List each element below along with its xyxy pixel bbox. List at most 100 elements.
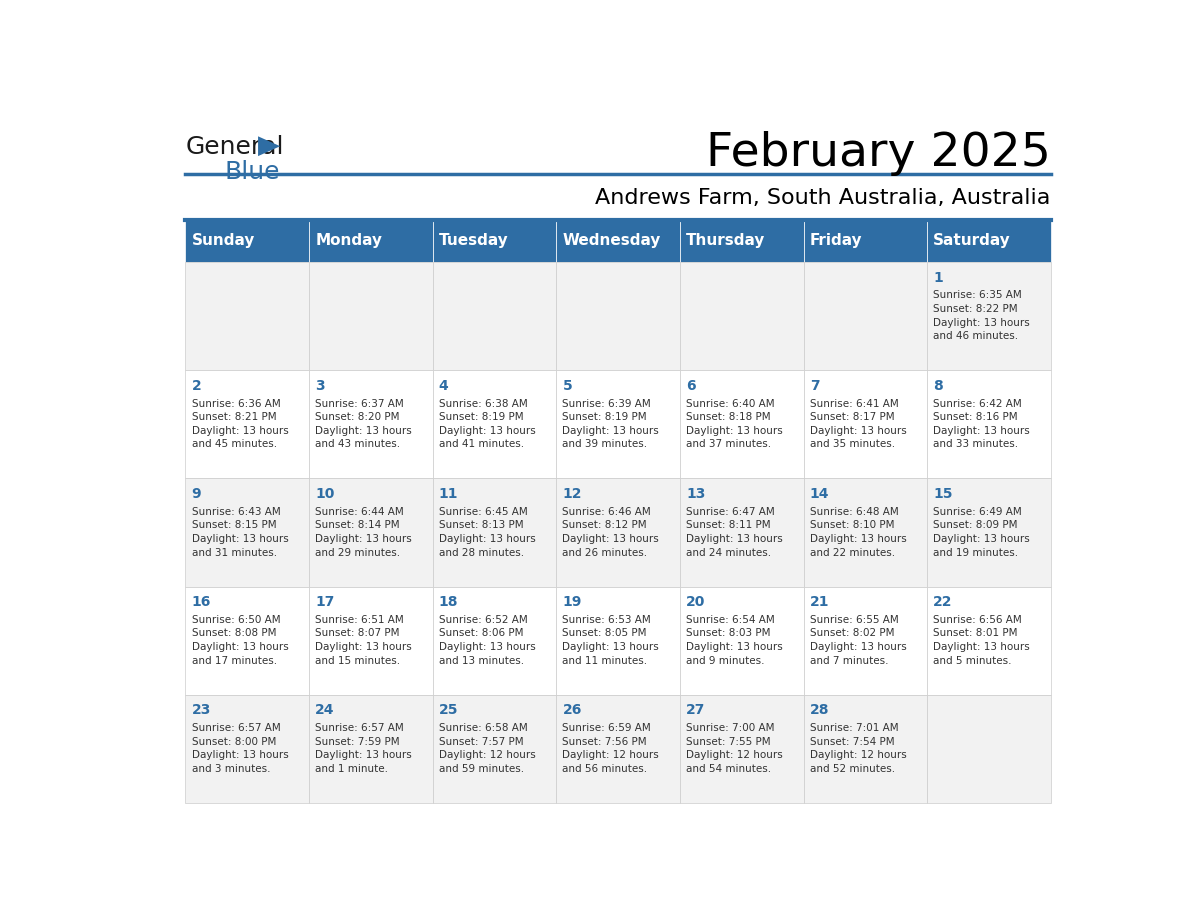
Text: Sunrise: 6:47 AM
Sunset: 8:11 PM
Daylight: 13 hours
and 24 minutes.: Sunrise: 6:47 AM Sunset: 8:11 PM Dayligh… bbox=[685, 507, 783, 557]
Text: Sunrise: 6:49 AM
Sunset: 8:09 PM
Daylight: 13 hours
and 19 minutes.: Sunrise: 6:49 AM Sunset: 8:09 PM Dayligh… bbox=[934, 507, 1030, 557]
Text: Sunrise: 6:44 AM
Sunset: 8:14 PM
Daylight: 13 hours
and 29 minutes.: Sunrise: 6:44 AM Sunset: 8:14 PM Dayligh… bbox=[315, 507, 412, 557]
FancyBboxPatch shape bbox=[680, 219, 803, 263]
Text: Sunrise: 6:35 AM
Sunset: 8:22 PM
Daylight: 13 hours
and 46 minutes.: Sunrise: 6:35 AM Sunset: 8:22 PM Dayligh… bbox=[934, 290, 1030, 341]
Text: 27: 27 bbox=[685, 703, 706, 717]
Text: Monday: Monday bbox=[315, 233, 383, 249]
Text: 2: 2 bbox=[191, 379, 201, 393]
FancyBboxPatch shape bbox=[556, 263, 680, 370]
FancyBboxPatch shape bbox=[680, 263, 803, 370]
Text: Thursday: Thursday bbox=[685, 233, 765, 249]
Text: 11: 11 bbox=[438, 487, 459, 501]
Text: 24: 24 bbox=[315, 703, 335, 717]
FancyBboxPatch shape bbox=[927, 263, 1051, 370]
Text: 9: 9 bbox=[191, 487, 201, 501]
Text: Sunrise: 6:59 AM
Sunset: 7:56 PM
Daylight: 12 hours
and 56 minutes.: Sunrise: 6:59 AM Sunset: 7:56 PM Dayligh… bbox=[562, 723, 659, 774]
Text: Sunrise: 6:54 AM
Sunset: 8:03 PM
Daylight: 13 hours
and 9 minutes.: Sunrise: 6:54 AM Sunset: 8:03 PM Dayligh… bbox=[685, 615, 783, 666]
FancyBboxPatch shape bbox=[432, 587, 556, 695]
FancyBboxPatch shape bbox=[185, 695, 309, 803]
FancyBboxPatch shape bbox=[927, 219, 1051, 263]
Text: Sunrise: 6:37 AM
Sunset: 8:20 PM
Daylight: 13 hours
and 43 minutes.: Sunrise: 6:37 AM Sunset: 8:20 PM Dayligh… bbox=[315, 398, 412, 449]
Polygon shape bbox=[258, 136, 280, 156]
FancyBboxPatch shape bbox=[185, 587, 309, 695]
Text: Sunrise: 6:57 AM
Sunset: 8:00 PM
Daylight: 13 hours
and 3 minutes.: Sunrise: 6:57 AM Sunset: 8:00 PM Dayligh… bbox=[191, 723, 289, 774]
Text: 23: 23 bbox=[191, 703, 211, 717]
FancyBboxPatch shape bbox=[556, 370, 680, 478]
Text: 8: 8 bbox=[934, 379, 943, 393]
Text: 15: 15 bbox=[934, 487, 953, 501]
FancyBboxPatch shape bbox=[680, 587, 803, 695]
FancyBboxPatch shape bbox=[680, 370, 803, 478]
FancyBboxPatch shape bbox=[556, 219, 680, 263]
FancyBboxPatch shape bbox=[185, 219, 309, 263]
Text: 21: 21 bbox=[810, 595, 829, 609]
Text: Sunrise: 6:38 AM
Sunset: 8:19 PM
Daylight: 13 hours
and 41 minutes.: Sunrise: 6:38 AM Sunset: 8:19 PM Dayligh… bbox=[438, 398, 536, 449]
Text: Blue: Blue bbox=[225, 160, 280, 184]
FancyBboxPatch shape bbox=[309, 219, 432, 263]
Text: Sunrise: 6:58 AM
Sunset: 7:57 PM
Daylight: 12 hours
and 59 minutes.: Sunrise: 6:58 AM Sunset: 7:57 PM Dayligh… bbox=[438, 723, 536, 774]
Text: 18: 18 bbox=[438, 595, 459, 609]
Text: 20: 20 bbox=[685, 595, 706, 609]
FancyBboxPatch shape bbox=[185, 370, 309, 478]
FancyBboxPatch shape bbox=[185, 478, 309, 587]
Text: 25: 25 bbox=[438, 703, 459, 717]
Text: 6: 6 bbox=[685, 379, 696, 393]
Text: 26: 26 bbox=[562, 703, 582, 717]
Text: 28: 28 bbox=[810, 703, 829, 717]
FancyBboxPatch shape bbox=[432, 478, 556, 587]
Text: Tuesday: Tuesday bbox=[438, 233, 508, 249]
Text: Sunrise: 6:43 AM
Sunset: 8:15 PM
Daylight: 13 hours
and 31 minutes.: Sunrise: 6:43 AM Sunset: 8:15 PM Dayligh… bbox=[191, 507, 289, 557]
FancyBboxPatch shape bbox=[803, 587, 927, 695]
FancyBboxPatch shape bbox=[803, 695, 927, 803]
Text: 1: 1 bbox=[934, 271, 943, 285]
Text: Friday: Friday bbox=[810, 233, 862, 249]
Text: Sunrise: 6:55 AM
Sunset: 8:02 PM
Daylight: 13 hours
and 7 minutes.: Sunrise: 6:55 AM Sunset: 8:02 PM Dayligh… bbox=[810, 615, 906, 666]
FancyBboxPatch shape bbox=[309, 263, 432, 370]
FancyBboxPatch shape bbox=[432, 219, 556, 263]
FancyBboxPatch shape bbox=[556, 587, 680, 695]
Text: Sunrise: 6:45 AM
Sunset: 8:13 PM
Daylight: 13 hours
and 28 minutes.: Sunrise: 6:45 AM Sunset: 8:13 PM Dayligh… bbox=[438, 507, 536, 557]
FancyBboxPatch shape bbox=[803, 370, 927, 478]
FancyBboxPatch shape bbox=[803, 263, 927, 370]
FancyBboxPatch shape bbox=[309, 695, 432, 803]
Text: Saturday: Saturday bbox=[934, 233, 1011, 249]
Text: 19: 19 bbox=[562, 595, 582, 609]
FancyBboxPatch shape bbox=[432, 370, 556, 478]
FancyBboxPatch shape bbox=[309, 587, 432, 695]
Text: Sunrise: 6:40 AM
Sunset: 8:18 PM
Daylight: 13 hours
and 37 minutes.: Sunrise: 6:40 AM Sunset: 8:18 PM Dayligh… bbox=[685, 398, 783, 449]
Text: General: General bbox=[185, 135, 284, 159]
Text: Sunrise: 7:01 AM
Sunset: 7:54 PM
Daylight: 12 hours
and 52 minutes.: Sunrise: 7:01 AM Sunset: 7:54 PM Dayligh… bbox=[810, 723, 906, 774]
FancyBboxPatch shape bbox=[185, 263, 309, 370]
Text: 10: 10 bbox=[315, 487, 335, 501]
Text: 12: 12 bbox=[562, 487, 582, 501]
Text: 7: 7 bbox=[810, 379, 820, 393]
Text: 5: 5 bbox=[562, 379, 573, 393]
FancyBboxPatch shape bbox=[803, 478, 927, 587]
FancyBboxPatch shape bbox=[927, 587, 1051, 695]
FancyBboxPatch shape bbox=[927, 370, 1051, 478]
FancyBboxPatch shape bbox=[680, 478, 803, 587]
Text: 13: 13 bbox=[685, 487, 706, 501]
FancyBboxPatch shape bbox=[927, 478, 1051, 587]
Text: Sunrise: 6:51 AM
Sunset: 8:07 PM
Daylight: 13 hours
and 15 minutes.: Sunrise: 6:51 AM Sunset: 8:07 PM Dayligh… bbox=[315, 615, 412, 666]
FancyBboxPatch shape bbox=[556, 695, 680, 803]
Text: February 2025: February 2025 bbox=[706, 131, 1051, 176]
Text: Sunrise: 6:56 AM
Sunset: 8:01 PM
Daylight: 13 hours
and 5 minutes.: Sunrise: 6:56 AM Sunset: 8:01 PM Dayligh… bbox=[934, 615, 1030, 666]
Text: 22: 22 bbox=[934, 595, 953, 609]
Text: 17: 17 bbox=[315, 595, 335, 609]
Text: Andrews Farm, South Australia, Australia: Andrews Farm, South Australia, Australia bbox=[595, 188, 1051, 207]
Text: 16: 16 bbox=[191, 595, 211, 609]
Text: Sunrise: 6:48 AM
Sunset: 8:10 PM
Daylight: 13 hours
and 22 minutes.: Sunrise: 6:48 AM Sunset: 8:10 PM Dayligh… bbox=[810, 507, 906, 557]
Text: Wednesday: Wednesday bbox=[562, 233, 661, 249]
FancyBboxPatch shape bbox=[803, 219, 927, 263]
FancyBboxPatch shape bbox=[432, 695, 556, 803]
FancyBboxPatch shape bbox=[927, 695, 1051, 803]
Text: Sunrise: 7:00 AM
Sunset: 7:55 PM
Daylight: 12 hours
and 54 minutes.: Sunrise: 7:00 AM Sunset: 7:55 PM Dayligh… bbox=[685, 723, 783, 774]
Text: Sunrise: 6:41 AM
Sunset: 8:17 PM
Daylight: 13 hours
and 35 minutes.: Sunrise: 6:41 AM Sunset: 8:17 PM Dayligh… bbox=[810, 398, 906, 449]
FancyBboxPatch shape bbox=[680, 695, 803, 803]
FancyBboxPatch shape bbox=[309, 478, 432, 587]
Text: 4: 4 bbox=[438, 379, 449, 393]
Text: 14: 14 bbox=[810, 487, 829, 501]
Text: Sunrise: 6:57 AM
Sunset: 7:59 PM
Daylight: 13 hours
and 1 minute.: Sunrise: 6:57 AM Sunset: 7:59 PM Dayligh… bbox=[315, 723, 412, 774]
Text: Sunrise: 6:39 AM
Sunset: 8:19 PM
Daylight: 13 hours
and 39 minutes.: Sunrise: 6:39 AM Sunset: 8:19 PM Dayligh… bbox=[562, 398, 659, 449]
Text: Sunrise: 6:46 AM
Sunset: 8:12 PM
Daylight: 13 hours
and 26 minutes.: Sunrise: 6:46 AM Sunset: 8:12 PM Dayligh… bbox=[562, 507, 659, 557]
